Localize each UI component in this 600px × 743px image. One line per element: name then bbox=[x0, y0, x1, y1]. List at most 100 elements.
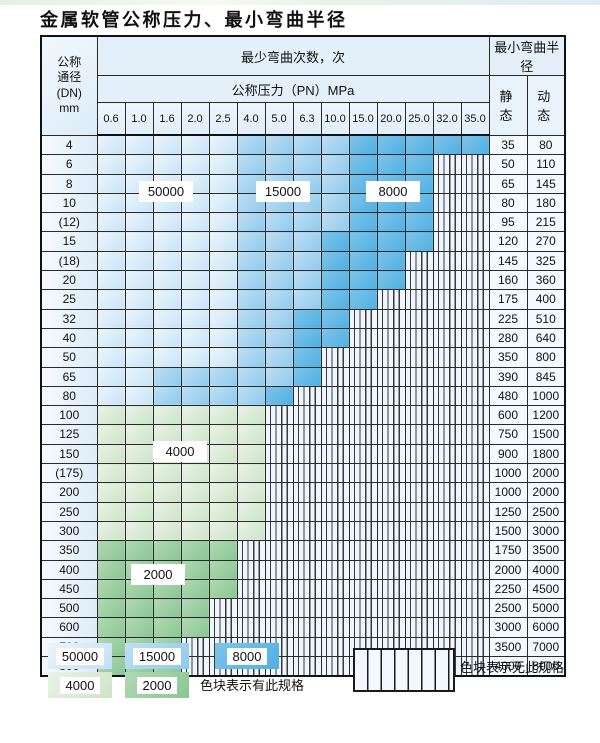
spec-cell-6-6.3 bbox=[292, 154, 322, 175]
spec-cell-600-35.0 bbox=[460, 617, 490, 638]
dynamic-radius-value: 1000 bbox=[526, 385, 566, 407]
spec-cell-(18)-2.5 bbox=[208, 250, 238, 272]
spec-cell-250-2.5 bbox=[208, 501, 238, 522]
spec-cell-350-35.0 bbox=[460, 540, 490, 561]
legend-label-50000: 50000 bbox=[55, 647, 105, 665]
spec-cell-40-32.0 bbox=[432, 327, 462, 349]
spec-cell-15-5.0 bbox=[264, 231, 294, 252]
table-body: 4 35 80 6 50 110 8 65 145 10 80 180 (12) 95 215 15 120 27… bbox=[40, 134, 566, 677]
spec-cell-32-1.6 bbox=[152, 308, 182, 329]
static-radius-value: 80 bbox=[488, 192, 528, 214]
spec-cell-700-35.0 bbox=[460, 636, 490, 658]
dynamic-radius-value: 5000 bbox=[526, 598, 566, 619]
spec-cell-20-15.0 bbox=[348, 270, 378, 291]
spec-cell-10-35.0 bbox=[460, 192, 490, 214]
spec-cell-400-25.0 bbox=[404, 559, 434, 580]
spec-cell-125-15.0 bbox=[348, 424, 378, 445]
dn-column-header: 公称 通径 (DN) mm bbox=[40, 35, 98, 136]
spec-cell-450-0.6 bbox=[96, 578, 126, 600]
spec-cell-40-5.0 bbox=[264, 327, 294, 349]
bend-cycles-header: 最少弯曲次数，次 bbox=[96, 35, 490, 76]
dynamic-radius-value: 3500 bbox=[526, 540, 566, 561]
table-header: 公称 通径 (DN) mm 最少弯曲次数，次 最小弯曲半径 公称压力（PN）MP… bbox=[40, 35, 566, 136]
spec-cell-32-6.3 bbox=[292, 308, 322, 329]
dn-header-line: 通径 bbox=[57, 70, 82, 85]
spec-row: 10 80 180 bbox=[40, 192, 566, 214]
static-radius-value: 3500 bbox=[488, 636, 528, 658]
dynamic-radius-value: 80 bbox=[526, 134, 566, 156]
spec-cell-450-10.0 bbox=[320, 578, 350, 600]
legend-swatch-8000: 8000 bbox=[215, 643, 279, 669]
spec-cell-500-15.0 bbox=[348, 598, 378, 619]
spec-cell-65-0.6 bbox=[96, 366, 126, 387]
dn-cell: (12) bbox=[40, 212, 98, 233]
spec-cell-300-15.0 bbox=[348, 520, 378, 542]
spec-cell-250-10.0 bbox=[320, 501, 350, 522]
dynamic-radius-value: 8000 bbox=[526, 656, 566, 677]
spec-cell-4-35.0 bbox=[460, 134, 490, 156]
spec-cell-25-32.0 bbox=[432, 289, 462, 310]
spec-cell-125-2.0 bbox=[180, 424, 210, 445]
spec-cell-32-2.5 bbox=[208, 308, 238, 329]
dn-cell: 450 bbox=[40, 578, 98, 600]
dn-header-line: (DN) bbox=[56, 85, 82, 100]
pressure-value-header: 25.0 bbox=[404, 102, 434, 136]
spec-cell-100-1.6 bbox=[152, 405, 182, 426]
spec-cell-15-35.0 bbox=[460, 231, 490, 252]
spec-cell-300-4.0 bbox=[236, 520, 266, 542]
spec-cell-600-20.0 bbox=[376, 617, 406, 638]
spec-row: 350 1750 3500 bbox=[40, 540, 566, 561]
spec-row: 4 35 80 bbox=[40, 134, 566, 156]
spec-cell-(175)-0.6 bbox=[96, 463, 126, 484]
spec-cell-65-5.0 bbox=[264, 366, 294, 387]
spec-cell-600-5.0 bbox=[264, 617, 294, 638]
spec-cell-125-5.0 bbox=[264, 424, 294, 445]
spec-cell-100-32.0 bbox=[432, 405, 462, 426]
spec-cell-350-2.5 bbox=[208, 540, 238, 561]
page-top-edge bbox=[0, 0, 600, 5]
spec-cell-250-35.0 bbox=[460, 501, 490, 522]
spec-cell-10-32.0 bbox=[432, 192, 462, 214]
spec-cell-40-10.0 bbox=[320, 327, 350, 349]
spec-cell-100-15.0 bbox=[348, 405, 378, 426]
spec-cell-250-4.0 bbox=[236, 501, 266, 522]
spec-cell-20-0.6 bbox=[96, 270, 126, 291]
spec-cell-400-6.3 bbox=[292, 559, 322, 580]
dynamic-radius-value: 4000 bbox=[526, 559, 566, 580]
spec-row: 50 350 800 bbox=[40, 347, 566, 368]
dynamic-radius-value: 145 bbox=[526, 173, 566, 194]
spec-cell-40-4.0 bbox=[236, 327, 266, 349]
spec-cell-50-15.0 bbox=[348, 347, 378, 368]
spec-row: 15 120 270 bbox=[40, 231, 566, 252]
spec-cell-450-20.0 bbox=[376, 578, 406, 600]
spec-cell-600-32.0 bbox=[432, 617, 462, 638]
spec-cell-6-15.0 bbox=[348, 154, 378, 175]
spec-cell-32-2.0 bbox=[180, 308, 210, 329]
spec-row: 150 900 1800 bbox=[40, 443, 566, 465]
spec-cell-25-4.0 bbox=[236, 289, 266, 310]
spec-cell-150-1.0 bbox=[124, 443, 154, 465]
spec-cell-4-32.0 bbox=[432, 134, 462, 156]
dn-cell: 125 bbox=[40, 424, 98, 445]
dynamic-radius-value: 640 bbox=[526, 327, 566, 349]
legend-label-2000: 2000 bbox=[136, 676, 178, 694]
page-title: 金属软管公称压力、最小弯曲半径 bbox=[40, 10, 348, 31]
spec-cell-150-6.3 bbox=[292, 443, 322, 465]
spec-cell-32-10.0 bbox=[320, 308, 350, 329]
pressure-value-header: 5.0 bbox=[264, 102, 294, 136]
spec-cell-200-2.5 bbox=[208, 482, 238, 503]
spec-cell-500-2.0 bbox=[180, 598, 210, 619]
spec-cell-600-6.3 bbox=[292, 617, 322, 638]
spec-cell-250-2.0 bbox=[180, 501, 210, 522]
dynamic-radius-value: 325 bbox=[526, 250, 566, 272]
legend-swatch-50000: 50000 bbox=[48, 643, 112, 669]
spec-cell-65-32.0 bbox=[432, 366, 462, 387]
spec-cell-400-5.0 bbox=[264, 559, 294, 580]
spec-cell-500-20.0 bbox=[376, 598, 406, 619]
spec-cell-200-4.0 bbox=[236, 482, 266, 503]
spec-cell-100-35.0 bbox=[460, 405, 490, 426]
pressure-value-header: 4.0 bbox=[236, 102, 266, 136]
spec-cell-80-2.0 bbox=[180, 385, 210, 407]
spec-cell-350-10.0 bbox=[320, 540, 350, 561]
spec-cell-400-32.0 bbox=[432, 559, 462, 580]
